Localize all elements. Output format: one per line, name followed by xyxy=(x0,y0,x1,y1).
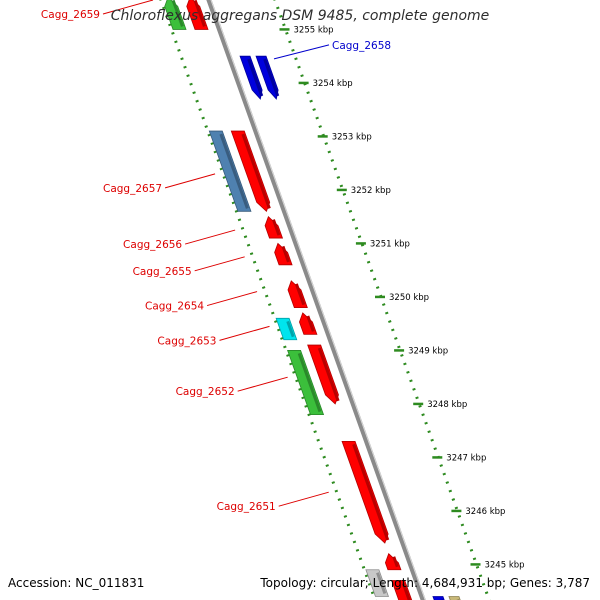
map-corridor xyxy=(150,0,488,600)
kbp-label-3255: 3255 kbp xyxy=(294,25,334,35)
gene-label-cagg-2654-leader xyxy=(206,291,258,307)
gene-feature-shade-1 xyxy=(193,0,206,27)
kbp-label-3246: 3246 kbp xyxy=(465,507,505,517)
gene-label-cagg-2658-leader xyxy=(273,44,330,60)
gene-label-cagg-2659-leader xyxy=(102,0,154,15)
gene-feature-shade-9 xyxy=(294,283,306,306)
gene-label-cagg-2652: Cagg_2652 xyxy=(176,386,235,398)
gene-feature-shade-14 xyxy=(352,443,390,541)
kbp-label-3252: 3252 kbp xyxy=(351,186,391,196)
gene-feature-shade-13 xyxy=(297,352,322,413)
gene-label-cagg-2659: Cagg_2659 xyxy=(41,9,100,21)
gene-feature-shade-5 xyxy=(241,133,271,209)
gene-label-cagg-2655: Cagg_2655 xyxy=(133,266,192,278)
gene-feature-shade-3 xyxy=(247,58,264,97)
gene-feature-shade-8 xyxy=(281,245,290,263)
kbp-label-3249: 3249 kbp xyxy=(408,346,448,356)
kbp-label-3245: 3245 kbp xyxy=(484,560,524,570)
gene-feature-shade-15 xyxy=(392,556,399,568)
kbp-label-3248: 3248 kbp xyxy=(427,400,467,410)
gene-feature-19 xyxy=(448,596,461,600)
gene-label-cagg-2656-leader xyxy=(184,229,236,245)
gene-feature-shade-12 xyxy=(317,347,340,402)
gene-label-cagg-2655-leader xyxy=(194,256,245,272)
gene-label-cagg-2653-leader xyxy=(219,325,270,341)
genome-summary: Topology: circular; Length: 4,684,931 bp… xyxy=(260,576,590,590)
gene-label-cagg-2656: Cagg_2656 xyxy=(123,239,182,251)
kbp-label-3247: 3247 kbp xyxy=(446,453,486,463)
backbone-highlight xyxy=(210,0,426,600)
kbp-label-3254: 3254 kbp xyxy=(313,79,353,89)
gene-feature-shade-7 xyxy=(272,219,281,236)
gene-label-cagg-2653: Cagg_2653 xyxy=(157,335,216,347)
gene-label-cagg-2657-leader xyxy=(164,173,216,189)
kbp-label-3253: 3253 kbp xyxy=(332,132,372,142)
gene-feature-shade-2 xyxy=(171,0,184,27)
gene-label-cagg-2652-leader xyxy=(237,376,288,392)
outer-guide-line xyxy=(273,0,491,600)
gene-feature-shade-10 xyxy=(306,315,315,332)
gene-label-cagg-2651-leader xyxy=(278,491,329,507)
accession-text: Accession: NC_011831 xyxy=(8,576,145,590)
kbp-label-3251: 3251 kbp xyxy=(370,239,410,249)
gene-feature-18 xyxy=(432,596,445,600)
gene-label-cagg-2657: Cagg_2657 xyxy=(103,183,162,195)
kbp-label-3250: 3250 kbp xyxy=(389,293,429,303)
gene-feature-shade-17 xyxy=(401,582,411,600)
gene-feature-shade-11 xyxy=(286,320,295,338)
genome-backbone xyxy=(206,0,426,600)
gene-label-cagg-2654: Cagg_2654 xyxy=(145,301,204,313)
gene-label-cagg-2658: Cagg_2658 xyxy=(332,40,391,52)
gene-feature-shade-6 xyxy=(219,133,249,209)
gene-label-cagg-2651: Cagg_2651 xyxy=(217,501,276,513)
map-title: Chloroflexus aggregans DSM 9485, complet… xyxy=(110,8,490,24)
gene-feature-shade-4 xyxy=(263,58,280,97)
gene-feature-shade-16 xyxy=(376,572,387,595)
inner-guide-line xyxy=(159,0,377,600)
